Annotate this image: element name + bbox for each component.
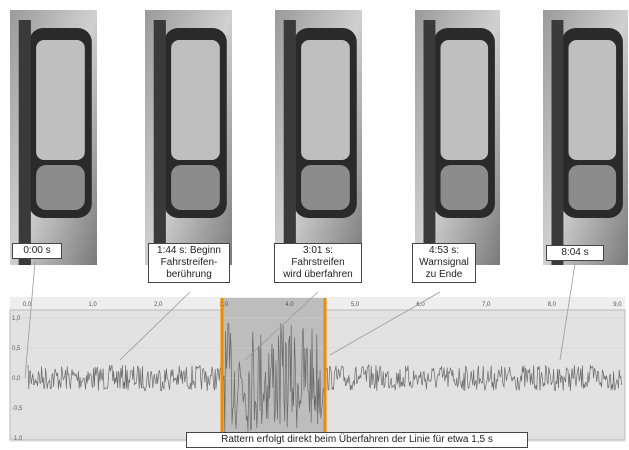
mirror-arm bbox=[154, 20, 166, 265]
caption-line: 0:00 s bbox=[15, 245, 59, 257]
mirror-arm bbox=[552, 20, 564, 265]
caption-line: 8:04 s bbox=[549, 247, 601, 259]
caption: 8:04 s bbox=[546, 245, 604, 261]
mirror-arm bbox=[424, 20, 436, 265]
mirror-glass bbox=[441, 40, 489, 160]
caption-line: Warnsignal bbox=[415, 257, 473, 269]
y-tick-label: -1,0 bbox=[12, 436, 23, 442]
caption-line: berührung bbox=[151, 269, 227, 281]
mirror-lower bbox=[569, 165, 617, 210]
caption-line: Fahrstreifen bbox=[277, 257, 359, 269]
y-tick-label: 0,5 bbox=[12, 346, 21, 352]
mirror-arm bbox=[19, 20, 31, 265]
annotation: Rattern erfolgt direkt beim Überfahren d… bbox=[186, 432, 528, 448]
y-tick-label: 0,0 bbox=[12, 376, 21, 382]
x-tick-label: 2,0 bbox=[154, 302, 163, 308]
x-tick-label: 5,0 bbox=[351, 302, 360, 308]
caption-line: 3:01 s: bbox=[277, 245, 359, 257]
mirror-lower bbox=[36, 165, 85, 210]
mirror-glass bbox=[36, 40, 85, 160]
caption: 0:00 s bbox=[12, 243, 62, 259]
mirror-glass bbox=[569, 40, 617, 160]
caption-line: 4:53 s: bbox=[415, 245, 473, 257]
caption-line: wird überfahren bbox=[277, 269, 359, 281]
mirror-arm bbox=[284, 20, 296, 265]
mirror-lower bbox=[171, 165, 220, 210]
figure-graphics: 0,01,02,03,04,05,06,07,08,09,01,00,50,0-… bbox=[0, 0, 629, 450]
caption-line: 1:44 s: Beginn bbox=[151, 245, 227, 257]
mirror-lower bbox=[441, 165, 489, 210]
x-tick-label: 7,0 bbox=[482, 302, 491, 308]
figure: 0,01,02,03,04,05,06,07,08,09,01,00,50,0-… bbox=[0, 0, 629, 450]
x-tick-label: 1,0 bbox=[88, 302, 97, 308]
photos bbox=[10, 10, 628, 265]
mirror-glass bbox=[171, 40, 220, 160]
x-tick-label: 0,0 bbox=[23, 302, 32, 308]
mirror-lower bbox=[301, 165, 350, 210]
caption-line: Fahrstreifen- bbox=[151, 257, 227, 269]
x-tick-label: 4,0 bbox=[285, 302, 294, 308]
y-tick-label: -0,5 bbox=[12, 406, 23, 412]
y-tick-label: 1,0 bbox=[12, 316, 21, 322]
mirror-glass bbox=[301, 40, 350, 160]
x-tick-label: 9,0 bbox=[613, 302, 622, 308]
caption-line: zu Ende bbox=[415, 269, 473, 281]
x-tick-label: 8,0 bbox=[548, 302, 557, 308]
